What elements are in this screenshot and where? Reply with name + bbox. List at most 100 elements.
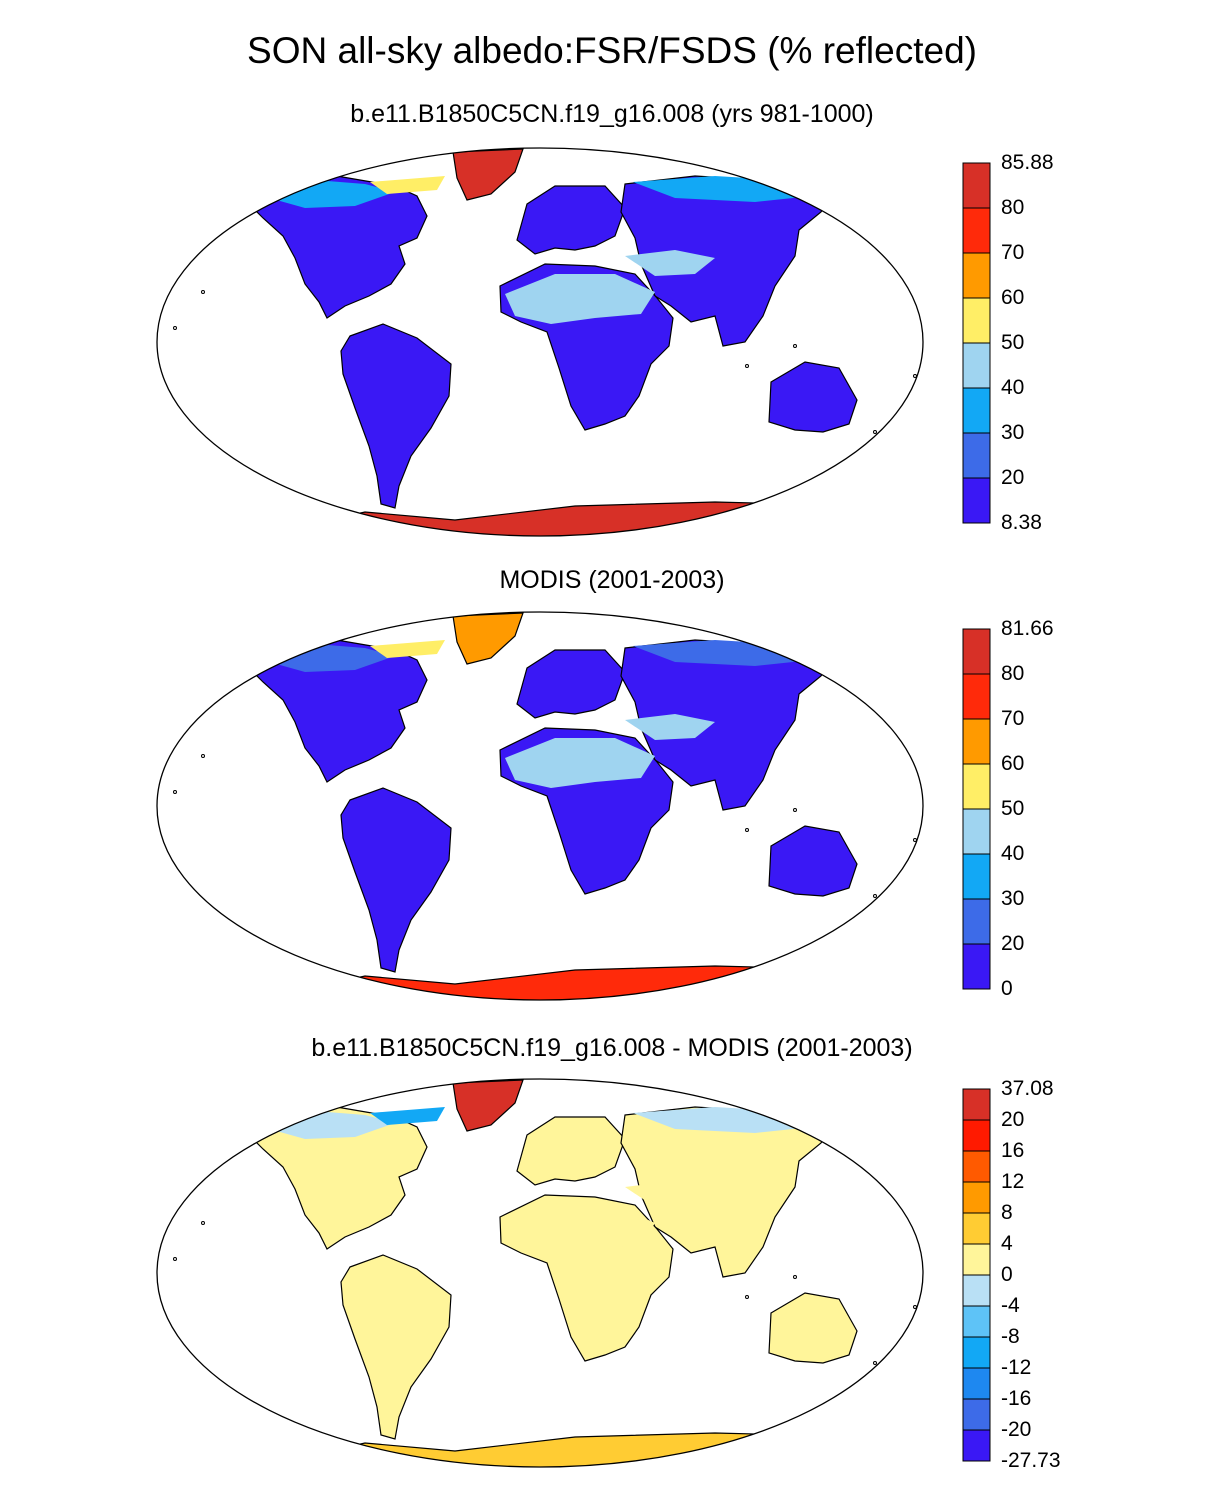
arctic-islands xyxy=(370,176,445,194)
colorbar-segment xyxy=(962,1398,991,1431)
colorbar-label: 20 xyxy=(1001,932,1025,955)
colorbar-segment xyxy=(962,1212,991,1245)
panel-2-title: MODIS (2001-2003) xyxy=(499,566,725,594)
colorbar-segment xyxy=(962,162,991,209)
colorbar-label: 4 xyxy=(1001,1232,1013,1255)
colorbar-segment xyxy=(962,252,991,299)
colorbar-segment xyxy=(962,1305,991,1338)
island-outline xyxy=(201,290,205,294)
colorbar-label: 8 xyxy=(1001,1201,1013,1224)
colorbar-segment xyxy=(962,1367,991,1400)
island-outline xyxy=(201,1221,205,1225)
colorbar-label: 70 xyxy=(1001,707,1025,730)
alaska-landmass xyxy=(246,185,277,207)
colorbar-label: 12 xyxy=(1001,1170,1025,1193)
colorbar-label: 40 xyxy=(1001,842,1025,865)
island-outline xyxy=(745,364,749,368)
colorbar-swatches xyxy=(962,162,991,524)
island-outline xyxy=(745,1295,749,1299)
colorbar-label: 8.38 xyxy=(1001,511,1042,534)
colorbar-label: 81.66 xyxy=(1001,617,1054,640)
colorbar-label: 80 xyxy=(1001,196,1025,219)
southAmerica-landmass xyxy=(340,323,452,509)
panel-1-map xyxy=(156,147,924,537)
greenland-landmass xyxy=(452,148,524,201)
colorbar-segment xyxy=(962,342,991,389)
colorbar-segment xyxy=(962,673,991,720)
island-outline xyxy=(883,908,887,912)
island-outline xyxy=(873,1361,877,1365)
panel-3-map xyxy=(156,1078,924,1468)
island-outline xyxy=(873,894,877,898)
colorbar-label: -27.73 xyxy=(1001,1449,1061,1472)
colorbar-label: 20 xyxy=(1001,1108,1025,1131)
panel-1-colorbar: 85.88 80 70 60 50 40 30 20 8.38 xyxy=(962,151,1092,534)
colorbar-label: 37.08 xyxy=(1001,1077,1054,1100)
colorbar-segment xyxy=(962,1274,991,1307)
colorbar-segment xyxy=(962,1243,991,1276)
sahara-region xyxy=(505,274,655,324)
australia-landmass xyxy=(768,361,858,433)
map-border xyxy=(156,1078,924,1468)
colorbar-label: 30 xyxy=(1001,421,1025,444)
colorbar-label: 85.88 xyxy=(1001,151,1054,174)
colorbar-segment xyxy=(962,432,991,479)
island-outline xyxy=(883,1375,887,1379)
colorbar-segment xyxy=(962,1088,991,1121)
island-outline xyxy=(745,828,749,832)
colorbar-label: 50 xyxy=(1001,331,1025,354)
colorbar-swatches xyxy=(962,1088,991,1462)
colorbar-segment xyxy=(962,808,991,855)
arctic-islands xyxy=(370,1107,445,1125)
island-outline xyxy=(793,808,797,812)
map-border xyxy=(156,611,924,1001)
panel-2-colorbar: 81.66 80 70 60 50 40 30 20 0 xyxy=(962,617,1092,1000)
colorbar-segment xyxy=(962,477,991,524)
colorbar-label: -12 xyxy=(1001,1356,1032,1379)
figure-title: SON all-sky albedo:FSR/FSDS (% reflected… xyxy=(247,30,977,71)
europe-landmass xyxy=(516,1116,626,1186)
greenland-landmass xyxy=(452,1079,524,1132)
colorbar-segment xyxy=(962,763,991,810)
island-outline xyxy=(793,1275,797,1279)
colorbar-segment xyxy=(962,1150,991,1183)
colorbar-label: -4 xyxy=(1001,1294,1020,1317)
colorbar-segment xyxy=(962,207,991,254)
island-outline xyxy=(201,754,205,758)
alaska-landmass xyxy=(246,649,277,671)
colorbar-label: 40 xyxy=(1001,376,1025,399)
colorbar-segment xyxy=(962,943,991,990)
colorbar-segment xyxy=(962,1429,991,1462)
arctic-islands xyxy=(370,640,445,658)
southAmerica-landmass xyxy=(340,1254,452,1440)
southAmerica-landmass xyxy=(340,787,452,973)
central-asia-region xyxy=(625,714,715,740)
island-outline xyxy=(173,790,177,794)
colorbar-label: 16 xyxy=(1001,1139,1025,1162)
colorbar-label: 60 xyxy=(1001,752,1025,775)
europe-landmass xyxy=(516,649,626,719)
colorbar-segment xyxy=(962,853,991,900)
central-asia-region xyxy=(625,1181,715,1207)
map-border xyxy=(156,147,924,537)
colorbar-label: -8 xyxy=(1001,1325,1020,1348)
colorbar-label: -16 xyxy=(1001,1387,1032,1410)
sahara-region xyxy=(505,1205,655,1255)
island-outline xyxy=(793,344,797,348)
sahara-region xyxy=(505,738,655,788)
colorbar-segment xyxy=(962,898,991,945)
colorbar-label: 20 xyxy=(1001,466,1025,489)
colorbar-label: 0 xyxy=(1001,977,1013,1000)
island-outline xyxy=(873,430,877,434)
colorbar-label: 80 xyxy=(1001,662,1025,685)
panel-2-map xyxy=(156,611,924,1001)
panel-3-title: b.e11.B1850C5CN.f19_g16.008 - MODIS (200… xyxy=(311,1034,913,1062)
island-outline xyxy=(883,444,887,448)
colorbar-label: 60 xyxy=(1001,286,1025,309)
colorbar-segment xyxy=(962,297,991,344)
panel-3-colorbar: 37.08 20 16 12 8 4 0 -4 -8 -12 -16 -20 -27.73 xyxy=(962,1077,1092,1472)
australia-landmass xyxy=(768,1292,858,1364)
colorbar-label: 50 xyxy=(1001,797,1025,820)
colorbar-label: 0 xyxy=(1001,1263,1013,1286)
greenland-landmass xyxy=(452,612,524,665)
